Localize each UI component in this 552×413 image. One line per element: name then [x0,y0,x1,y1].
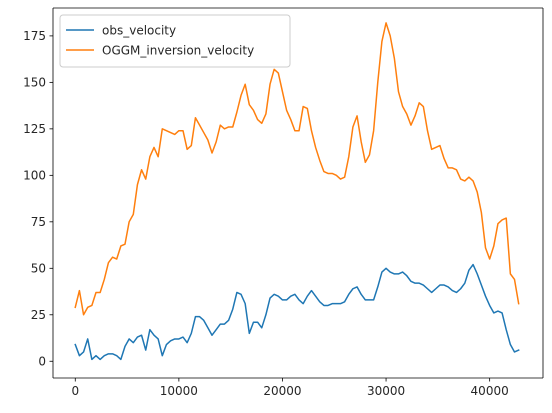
legend-label-obs_velocity: obs_velocity [102,24,176,38]
legend-label-OGGM_inversion_velocity: OGGM_inversion_velocity [102,44,254,58]
y-tick-label: 150 [23,76,46,90]
x-tick-label: 40000 [471,384,509,398]
series-line-OGGM_inversion_velocity [74,22,520,316]
y-tick-label: 100 [23,169,46,183]
legend-box [59,14,291,68]
series-layer [74,22,520,361]
series-line-obs_velocity [74,263,520,361]
x-tick-label: 0 [71,384,79,398]
axes-layer: 0 10000 20000 30000 40000 0 25 50 75 100 125 150 175 [23,7,544,398]
y-tick-label: 50 [31,262,46,276]
legend: obs_velocity OGGM_inversion_velocity [59,14,291,68]
plot-area [53,8,543,378]
y-tick-label: 0 [38,354,46,368]
y-tick-label: 25 [31,308,46,322]
x-tick-label: 30000 [367,384,405,398]
y-tick-label: 175 [23,29,46,43]
x-tick-label: 10000 [160,384,198,398]
x-tick-label: 20000 [263,384,301,398]
y-tick-label: 125 [23,122,46,136]
y-tick-label: 75 [31,215,46,229]
